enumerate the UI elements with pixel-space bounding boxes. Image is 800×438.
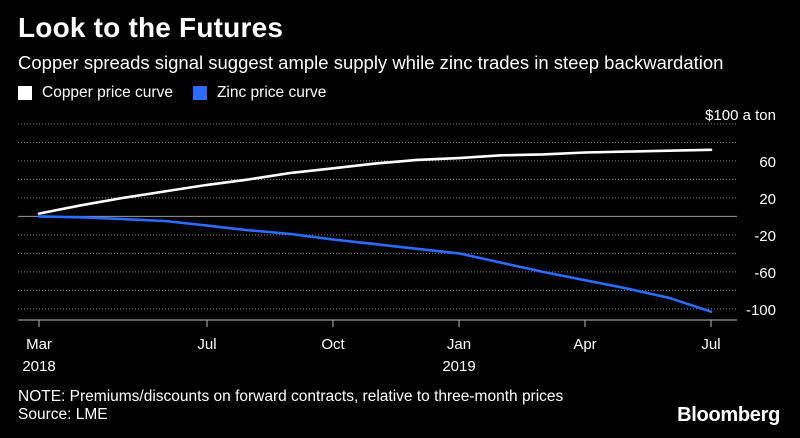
y-tick-label: -60: [754, 265, 776, 282]
x-tick-year-label: 2019: [442, 358, 475, 375]
x-tick-label: Mar: [26, 336, 52, 353]
legend-swatch-zinc: [192, 86, 207, 100]
copper-price-line: [37, 148, 713, 215]
bloomberg-logo: Bloomberg: [677, 404, 780, 426]
legend-swatch-copper: [18, 86, 32, 100]
legend: Copper price curve Zinc price curve: [18, 84, 346, 102]
legend-item-copper: Copper price curve: [18, 84, 173, 102]
x-tick-label: Oct: [321, 336, 345, 353]
y-tick-label: 20: [759, 191, 776, 208]
chart-subtitle: Copper spreads signal suggest ample supp…: [18, 52, 724, 73]
legend-label-zinc: Zinc price curve: [216, 84, 327, 101]
x-tick-year-label: 2018: [22, 358, 55, 375]
legend-item-zinc: Zinc price curve: [192, 84, 327, 102]
x-tick-label: Jan: [447, 336, 471, 353]
y-tick-label: -20: [754, 228, 776, 245]
legend-label-copper: Copper price curve: [42, 84, 173, 101]
x-tick-label: Jul: [197, 336, 216, 353]
footnote: NOTE: Premiums/discounts on forward cont…: [18, 388, 563, 424]
x-tick-label: Apr: [573, 336, 596, 353]
y-axis-unit-label: $100 a ton: [705, 107, 776, 124]
chart-title: Look to the Futures: [18, 12, 284, 43]
y-tick-label: -100: [746, 302, 776, 319]
x-tick-label: Jul: [701, 336, 720, 353]
zinc-price-line: [37, 215, 713, 314]
note-text: NOTE: Premiums/discounts on forward cont…: [18, 388, 564, 405]
source-text: Source: LME: [18, 406, 108, 423]
y-tick-label: 60: [759, 154, 776, 171]
